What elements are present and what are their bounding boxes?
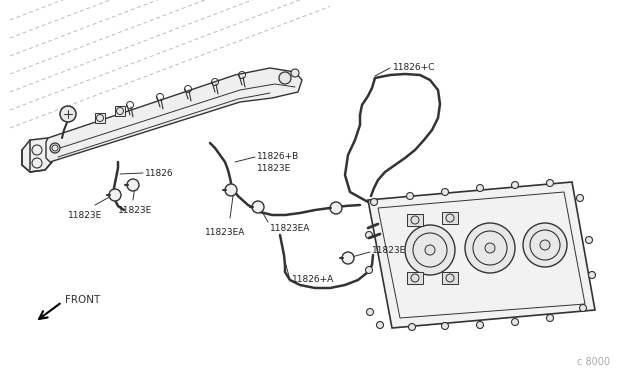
Polygon shape — [407, 272, 423, 284]
Circle shape — [577, 195, 584, 202]
Polygon shape — [368, 182, 595, 328]
Circle shape — [291, 69, 299, 77]
Circle shape — [477, 185, 483, 192]
Circle shape — [342, 252, 354, 264]
Text: 11823EA: 11823EA — [205, 228, 245, 237]
Circle shape — [477, 321, 483, 328]
Circle shape — [511, 182, 518, 189]
Text: 11826: 11826 — [145, 169, 173, 177]
Polygon shape — [442, 212, 458, 224]
Circle shape — [252, 201, 264, 213]
Circle shape — [547, 314, 554, 321]
Circle shape — [376, 321, 383, 328]
Circle shape — [50, 143, 60, 153]
Text: 11823E: 11823E — [257, 164, 291, 173]
Polygon shape — [95, 113, 105, 123]
Circle shape — [225, 184, 237, 196]
Circle shape — [511, 318, 518, 326]
Circle shape — [365, 266, 372, 273]
Circle shape — [109, 189, 121, 201]
Circle shape — [589, 272, 595, 279]
Text: 11826+A: 11826+A — [292, 276, 334, 285]
Polygon shape — [46, 68, 302, 162]
Circle shape — [586, 237, 593, 244]
Circle shape — [405, 225, 455, 275]
Circle shape — [547, 180, 554, 186]
Circle shape — [367, 308, 374, 315]
Circle shape — [330, 202, 342, 214]
Circle shape — [523, 223, 567, 267]
Circle shape — [425, 245, 435, 255]
Polygon shape — [22, 138, 52, 172]
Circle shape — [579, 305, 586, 311]
Circle shape — [408, 324, 415, 330]
Circle shape — [540, 240, 550, 250]
Circle shape — [365, 231, 372, 238]
Polygon shape — [115, 106, 125, 116]
Text: 11823EA: 11823EA — [270, 224, 310, 232]
Polygon shape — [442, 272, 458, 284]
Circle shape — [465, 223, 515, 273]
Circle shape — [279, 72, 291, 84]
Circle shape — [371, 199, 378, 205]
Text: c 8000: c 8000 — [577, 357, 610, 367]
Circle shape — [442, 323, 449, 330]
Circle shape — [127, 179, 139, 191]
Polygon shape — [407, 214, 423, 226]
Circle shape — [442, 189, 449, 196]
Text: FRONT: FRONT — [65, 295, 100, 305]
Text: 11823E: 11823E — [372, 246, 406, 254]
Circle shape — [406, 192, 413, 199]
Text: 11823E: 11823E — [68, 211, 102, 219]
Text: 11826+B: 11826+B — [257, 151, 300, 160]
Text: 11823E: 11823E — [118, 205, 152, 215]
Circle shape — [60, 106, 76, 122]
Circle shape — [485, 243, 495, 253]
Text: 11826+C: 11826+C — [393, 62, 435, 71]
